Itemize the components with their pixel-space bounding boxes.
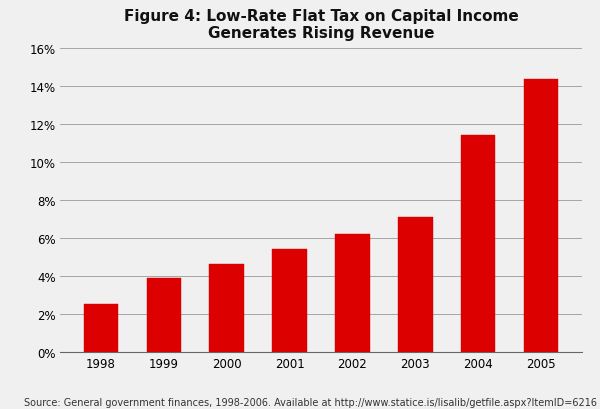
Bar — [84, 304, 118, 352]
Bar — [461, 136, 496, 352]
Bar — [146, 278, 181, 352]
Bar — [398, 218, 433, 352]
Title: Figure 4: Low-Rate Flat Tax on Capital Income
Generates Rising Revenue: Figure 4: Low-Rate Flat Tax on Capital I… — [124, 9, 518, 41]
Bar — [524, 79, 558, 352]
Bar — [272, 249, 307, 352]
Bar — [335, 234, 370, 352]
Bar — [209, 265, 244, 352]
Text: Source: General government finances, 1998-2006. Available at http://www.statice.: Source: General government finances, 199… — [24, 397, 597, 407]
